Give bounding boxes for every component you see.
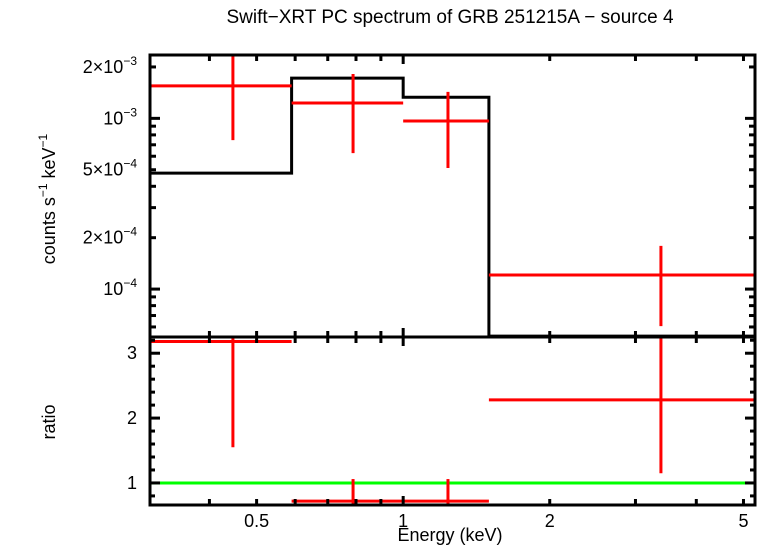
ratio-axes-frame (148, 335, 757, 507)
tick-label-base: 1 (127, 473, 137, 493)
tick-label-base: 2×10 (83, 228, 124, 248)
x-tick-label: 1 (398, 511, 408, 531)
y-axis-label-counts: counts s−1 keV−1 (36, 133, 59, 264)
spectrum-y-tick-label: 5×10−4 (83, 157, 138, 180)
spectrum-data-point (291, 73, 404, 154)
tick-label-exponent: −3 (123, 105, 137, 119)
y-axis-label-text: counts s (39, 197, 59, 264)
spectrum-y-tick-label: 2×10−3 (83, 54, 138, 77)
model-step-line (150, 76, 755, 337)
spectrum-y-tick-label: 10−4 (103, 276, 137, 299)
spectrum-data-point (403, 91, 489, 168)
tick-label-exponent: −3 (123, 54, 137, 68)
x-axis-label: Energy (keV) (397, 525, 502, 545)
spectrum-y-tick-label: 2×10−4 (83, 225, 138, 248)
x-tick-label: 2 (545, 511, 555, 531)
chart-title: Swift−XRT PC spectrum of GRB 251215A − s… (226, 7, 674, 28)
ratio-y-tick-label: 1 (127, 473, 137, 493)
tick-label-base: 2×10 (83, 57, 124, 77)
y-axis-label-text: keV (39, 147, 59, 183)
tick-label-base: 2 (127, 408, 137, 428)
ratio-y-tick-label: 2 (127, 408, 137, 428)
tick-label-exponent: −4 (123, 225, 137, 239)
x-tick-label: 5 (738, 511, 748, 531)
spectrum-series (150, 55, 755, 337)
tick-label-base: 10 (103, 279, 123, 299)
ratio-data-point (488, 337, 755, 474)
y-axis-label-ratio: ratio (39, 404, 59, 439)
ratio-series (150, 337, 755, 505)
y-axis-label-exponent: −1 (36, 133, 50, 147)
spectrum-data-point (488, 245, 755, 327)
spectrum-y-tick-label: 10−3 (103, 105, 137, 128)
tick-label-base: 3 (127, 343, 137, 363)
tick-label-base: 5×10 (83, 160, 124, 180)
ratio-y-tick-label: 3 (127, 343, 137, 363)
tick-label-exponent: −4 (123, 157, 137, 171)
spectrum-data-point (150, 55, 292, 141)
y-axis-label-exponent: −1 (36, 183, 50, 197)
ratio-data-point (150, 337, 292, 448)
x-tick-label: 0.5 (244, 511, 269, 531)
ratio-axes: 1 2 3 0.5 1 2 5 (127, 335, 757, 531)
ratio-panel: 1 2 3 0.5 1 2 5 (127, 335, 757, 531)
tick-label-base: 10 (103, 108, 123, 128)
tick-label-exponent: −4 (123, 276, 137, 290)
